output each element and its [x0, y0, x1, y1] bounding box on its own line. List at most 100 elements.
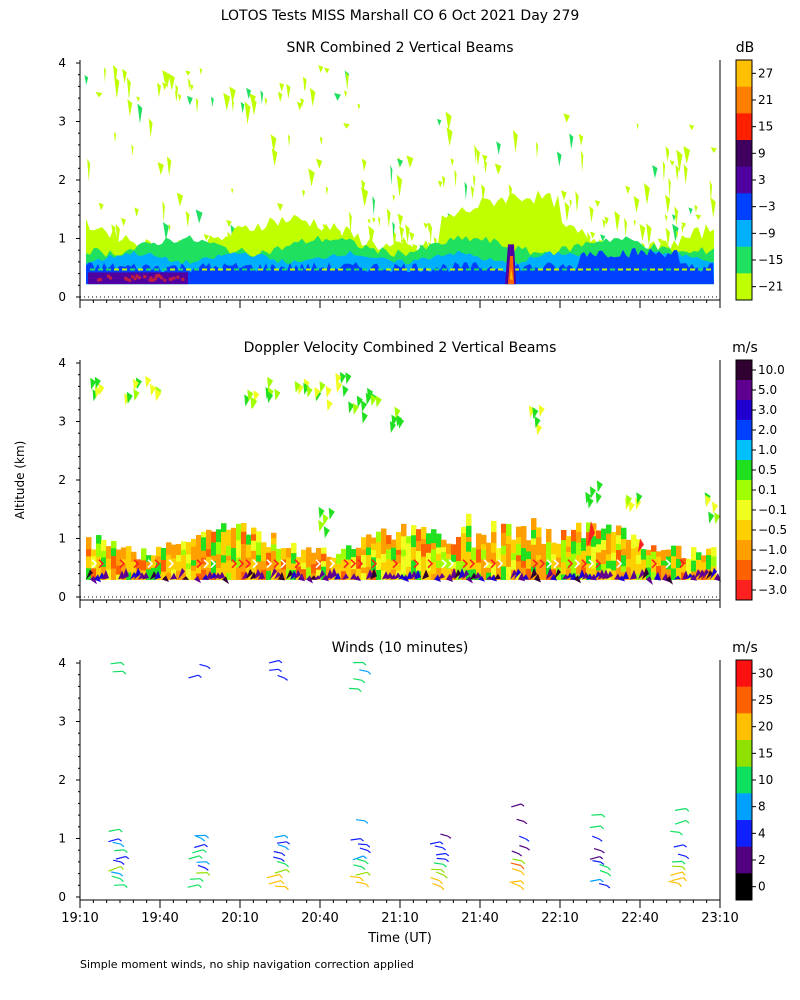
dv-cell: [116, 557, 122, 566]
dv-surface: [654, 571, 661, 581]
snr-fleck: [675, 230, 678, 239]
colorbar-tick-label: 25: [758, 693, 773, 707]
dv-cell: [391, 547, 397, 561]
dv-cell: [516, 543, 522, 556]
dv-cell: [671, 545, 677, 557]
dv-cell: [696, 552, 702, 560]
wind-barb: [114, 849, 125, 852]
snr-fleck: [390, 164, 393, 186]
snr-fleck: [348, 211, 352, 235]
dv-cell: [206, 538, 212, 550]
snr-fleck: [137, 103, 143, 124]
dv-cell: [501, 532, 507, 546]
dv-cell: [291, 542, 297, 554]
dv-cell: [111, 568, 117, 574]
dv-cell: [376, 562, 382, 570]
dv-chevron: [357, 559, 364, 569]
dv-cell: [106, 546, 112, 559]
wind-barb-flag: [685, 808, 690, 812]
dv-red-spike: [638, 538, 644, 553]
snr-fleck: [709, 180, 713, 204]
snr-patch-red: [137, 276, 141, 280]
wind-barb: [188, 674, 199, 679]
dv-red-spike: [587, 520, 595, 547]
dv-cell: [111, 561, 117, 569]
snr-fleck: [231, 98, 234, 113]
wind-barb-flag: [206, 665, 211, 670]
wind-barb: [670, 871, 683, 876]
dv-cell: [346, 550, 352, 560]
dv-surface: [594, 571, 601, 580]
dv-cell: [451, 544, 457, 555]
snr-patch-red: [163, 278, 167, 282]
dv-cell: [141, 559, 147, 571]
dv-chevron: [329, 559, 336, 569]
dv-cell: [101, 566, 107, 580]
x-tick-label: 22:40: [621, 911, 658, 926]
dv-fleck: [398, 416, 405, 429]
dv-cell: [241, 565, 247, 572]
dv-cell: [431, 529, 437, 543]
dv-cell: [531, 544, 537, 556]
wind-profile: [266, 659, 290, 891]
dv-cell: [401, 523, 407, 537]
snr-streak: [570, 268, 575, 271]
dv-fleck: [361, 411, 368, 424]
dv-cell: [361, 537, 367, 550]
snr-streak: [338, 268, 343, 271]
snr-fleck: [115, 223, 120, 247]
dv-chevron: [98, 559, 105, 569]
dv-cell: [126, 556, 132, 568]
snr-fleck: [563, 113, 570, 123]
wind-barb-flag: [598, 838, 603, 842]
dv-cell: [226, 572, 232, 580]
dv-surface: [278, 571, 285, 581]
snr-fleck: [199, 67, 203, 76]
dv-surface: [698, 569, 705, 580]
dv-fleck: [595, 492, 602, 505]
dv-cell: [411, 546, 417, 561]
colorbar-tick-label: 3.0: [758, 403, 777, 417]
dv-cell: [641, 559, 647, 569]
snr-streak: [314, 268, 319, 271]
dv-cell: [156, 562, 162, 575]
wind-barb: [434, 845, 443, 849]
dv-cell: [96, 548, 102, 557]
snr-fleck: [162, 222, 169, 241]
colorbar-swatch: [736, 560, 752, 581]
dv-chevron: [238, 559, 245, 569]
wind-barb-flag: [607, 866, 611, 871]
plot-area: [86, 371, 721, 586]
colorbar-tick-label: 8: [758, 800, 766, 814]
wind-barb-flag: [683, 844, 687, 848]
colorbar-tick-label: 15: [758, 746, 773, 760]
dv-cell: [446, 568, 452, 580]
colorbar-swatch: [736, 500, 752, 521]
dv-cell: [306, 571, 312, 580]
dv-surface: [690, 574, 697, 581]
dv-surface: [298, 573, 305, 582]
dv-surface: [694, 569, 701, 580]
dv-fleck: [367, 387, 374, 400]
snr-fleck: [231, 188, 234, 194]
dv-surface: [222, 576, 229, 585]
colorbar-swatch: [736, 713, 752, 741]
dv-fleck: [342, 385, 349, 398]
snr-fleck: [361, 187, 369, 207]
dv-chevron: [210, 559, 217, 569]
snr-fleck: [185, 70, 191, 76]
dv-cell: [606, 544, 612, 555]
dv-surface: [246, 568, 253, 580]
dv-surface: [434, 574, 441, 583]
dv-cell: [516, 560, 522, 573]
snr-fleck: [223, 92, 231, 110]
snr-fleck: [662, 160, 666, 182]
wind-barb: [432, 883, 442, 888]
snr-fleck: [423, 222, 428, 229]
wind-barb: [673, 844, 684, 848]
snr-patch-red: [109, 276, 113, 280]
colorbar-tick-label: 0.5: [758, 463, 777, 477]
dv-cell: [486, 567, 492, 573]
snr-fleck: [442, 175, 446, 188]
dv-cell: [376, 531, 382, 542]
